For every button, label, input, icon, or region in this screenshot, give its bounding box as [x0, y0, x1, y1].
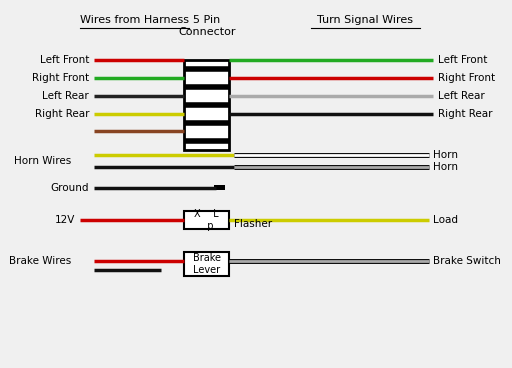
- Bar: [184, 252, 229, 276]
- Text: Right Rear: Right Rear: [34, 109, 89, 119]
- Text: Horn Wires: Horn Wires: [14, 156, 71, 166]
- Text: Left Rear: Left Rear: [438, 91, 484, 101]
- Text: Left Front: Left Front: [39, 55, 89, 65]
- Text: Turn Signal Wires: Turn Signal Wires: [317, 15, 413, 25]
- Text: Brake Wires: Brake Wires: [9, 256, 71, 266]
- Text: Horn: Horn: [433, 162, 458, 172]
- Text: Right Front: Right Front: [32, 73, 89, 83]
- Text: Right Front: Right Front: [438, 73, 495, 83]
- Text: Brake Switch: Brake Switch: [433, 256, 501, 266]
- Bar: [214, 185, 225, 191]
- Text: 12V: 12V: [55, 215, 75, 225]
- Bar: [184, 60, 229, 150]
- Text: 5 Pin
Connector: 5 Pin Connector: [178, 15, 236, 36]
- Text: X    L
  p: X L p: [195, 209, 219, 231]
- Bar: [184, 211, 229, 229]
- Text: Flasher: Flasher: [234, 219, 272, 229]
- Text: Ground: Ground: [51, 183, 89, 192]
- Text: Load: Load: [433, 215, 458, 225]
- Text: Wires from Harness: Wires from Harness: [80, 15, 189, 25]
- Text: Right Rear: Right Rear: [438, 109, 492, 119]
- Text: Left Front: Left Front: [438, 55, 487, 65]
- Text: Left Rear: Left Rear: [42, 91, 89, 101]
- Text: Brake
Lever: Brake Lever: [193, 253, 221, 275]
- Text: Horn: Horn: [433, 149, 458, 159]
